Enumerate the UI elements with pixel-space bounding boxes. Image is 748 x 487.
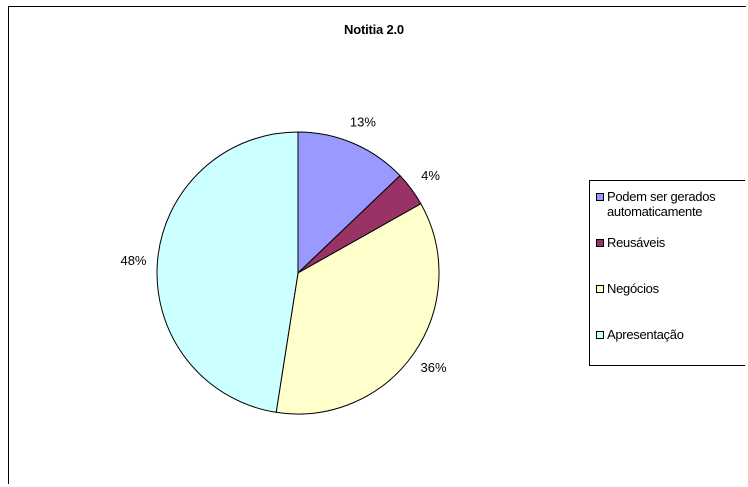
data-label-0: 13% — [350, 114, 376, 129]
legend-swatch-3 — [596, 331, 604, 339]
legend-entry-2: Negócios — [596, 281, 659, 296]
legend-entry-1: Reusáveis — [596, 235, 665, 250]
legend-label-3: Apresentação — [607, 327, 684, 342]
chart-area — [8, 6, 746, 484]
pie-slice-0 — [297, 131, 401, 275]
legend-entry-0: Podem ser gerados automaticamente — [596, 189, 716, 219]
chart-title: Notitia 2.0 — [344, 22, 404, 37]
legend-label-0: Podem ser gerados automaticamente — [607, 189, 716, 219]
legend-entry-3: Apresentação — [596, 327, 684, 342]
pie-slice-2 — [275, 203, 440, 415]
legend-label-1: Reusáveis — [607, 235, 665, 250]
data-label-2: 36% — [421, 360, 447, 375]
legend-label-2: Negócios — [607, 281, 659, 296]
pie-slice-3 — [156, 131, 299, 413]
legend-swatch-0 — [596, 193, 604, 201]
data-label-1: 4% — [421, 168, 440, 183]
legend-swatch-2 — [596, 285, 604, 293]
legend: Podem ser gerados automaticamente Reusáv… — [589, 180, 745, 366]
legend-swatch-1 — [596, 239, 604, 247]
data-label-3: 48% — [120, 253, 146, 268]
